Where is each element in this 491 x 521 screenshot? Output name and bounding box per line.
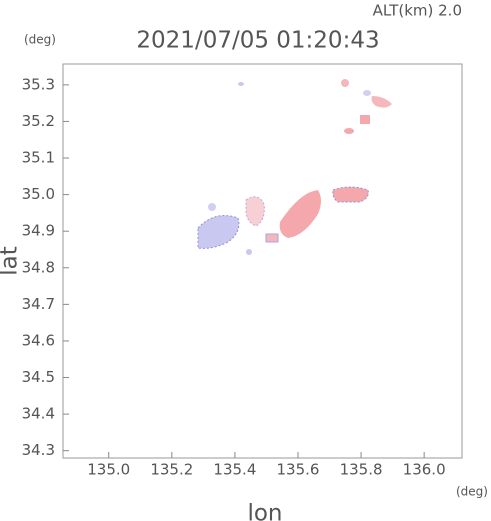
x-unit: (deg) (456, 485, 488, 499)
x-tick-label: 136.0 (403, 461, 446, 479)
y-tick-label: 34.4 (22, 405, 55, 423)
y-tick-label: 34.3 (22, 441, 55, 459)
altitude-label: ALT(km) 2.0 (373, 2, 462, 20)
y-tick-label: 35.1 (22, 149, 55, 167)
x-axis-label: lon (247, 501, 282, 521)
y-unit: (deg) (24, 33, 56, 47)
echo-blobs (197, 79, 392, 255)
y-tick-label: 35.3 (22, 75, 55, 93)
y-tick-label: 35.2 (22, 112, 55, 130)
y-tick-label: 35.0 (22, 185, 55, 203)
x-tick-label: 135.8 (340, 461, 383, 479)
plot-frame (62, 63, 463, 459)
chart-title: 2021/07/05 01:20:43 (136, 28, 379, 54)
x-tick-label: 135.0 (87, 461, 130, 479)
x-tick-label: 135.2 (150, 461, 193, 479)
x-tick-label: 135.6 (277, 461, 320, 479)
y-tick-label: 34.9 (22, 222, 55, 240)
x-tick-label: 135.4 (213, 461, 256, 479)
y-tick-label: 34.5 (22, 368, 55, 386)
y-axis-label: lat (0, 246, 23, 276)
y-tick-label: 34.8 (22, 258, 55, 276)
y-tick-label: 34.6 (22, 331, 55, 349)
y-tick-label: 34.7 (22, 295, 55, 313)
